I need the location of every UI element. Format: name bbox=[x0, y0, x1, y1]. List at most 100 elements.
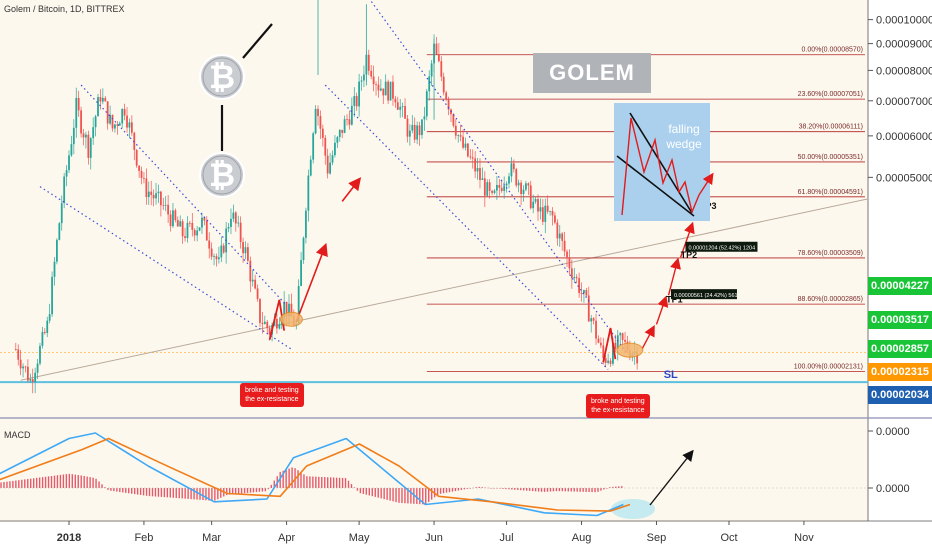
tp1-box-bg bbox=[670, 289, 737, 300]
macd-hist-bar bbox=[460, 488, 463, 490]
macd-tick-label: 0.0000 bbox=[876, 483, 910, 495]
candle-body bbox=[336, 137, 339, 143]
macd-hist-bar bbox=[255, 488, 258, 493]
candle-body bbox=[350, 105, 353, 125]
macd-hist-bar bbox=[377, 488, 379, 498]
macd-hist-bar bbox=[383, 488, 385, 500]
macd-hist-bar bbox=[505, 488, 507, 490]
candle-body bbox=[590, 318, 593, 322]
macd-hist-bar bbox=[386, 488, 388, 500]
macd-hist-bar bbox=[163, 488, 166, 498]
candle-body bbox=[372, 76, 375, 85]
macd-hist-bar bbox=[457, 488, 460, 491]
candle-body bbox=[145, 178, 148, 198]
macd-hist-bar bbox=[279, 471, 281, 488]
candle-body bbox=[176, 220, 179, 227]
macd-hist-bar bbox=[534, 488, 537, 492]
macd-hist-bar bbox=[549, 488, 552, 492]
macd-hist-bar bbox=[570, 488, 572, 492]
x-tick-label: Apr bbox=[278, 532, 295, 544]
x-tick-label: Oct bbox=[720, 532, 737, 544]
candle-body bbox=[51, 276, 53, 315]
macd-hist-bar bbox=[59, 474, 62, 488]
candle-body bbox=[544, 205, 547, 222]
macd-hist-bar bbox=[187, 488, 189, 499]
macd-hist-bar bbox=[517, 488, 519, 490]
macd-hist-bar bbox=[585, 488, 587, 492]
macd-hist-bar bbox=[493, 488, 495, 489]
macd-hist-bar bbox=[439, 488, 442, 494]
candle-body bbox=[382, 88, 385, 96]
candle-body bbox=[198, 227, 201, 231]
macd-hist-bar bbox=[573, 488, 575, 492]
fib-label: 38.20%(0.00006111) bbox=[799, 124, 863, 131]
candle-body bbox=[394, 98, 397, 103]
candle-body bbox=[546, 205, 549, 212]
macd-hist-bar bbox=[285, 469, 287, 488]
macd-hist-bar bbox=[229, 488, 231, 495]
tp2-box-text: 0.00001204 (52.42%) 1204 bbox=[688, 246, 755, 252]
candle-body bbox=[532, 201, 535, 209]
macd-hist-bar bbox=[35, 477, 38, 488]
macd-hist-bar bbox=[469, 488, 471, 489]
tp2-box-bg bbox=[685, 241, 758, 252]
time-axis-panel bbox=[0, 522, 932, 550]
macd-hist-bar bbox=[312, 476, 314, 488]
y-tick-label: 0.00010000 bbox=[876, 15, 932, 27]
candle-body bbox=[343, 119, 346, 133]
bitcoin-icon-top: ₿ bbox=[199, 54, 245, 100]
candle-body bbox=[152, 194, 155, 199]
macd-hist-bar bbox=[609, 487, 611, 488]
bitcoin-glyph: ₿ bbox=[209, 58, 235, 96]
target-arrow-2 bbox=[667, 257, 681, 296]
macd-hist-bar bbox=[407, 488, 409, 504]
macd-hist-bar bbox=[591, 488, 593, 493]
macd-hist-bar bbox=[329, 477, 332, 488]
candle-body bbox=[442, 76, 445, 93]
macd-hist-bar bbox=[157, 488, 160, 497]
candle-body bbox=[217, 257, 220, 260]
macd-tick-label: 0.0000 bbox=[876, 426, 910, 438]
candle-body bbox=[150, 191, 153, 195]
macd-hist-bar bbox=[508, 488, 510, 490]
macd-hist-bar bbox=[478, 486, 480, 488]
candle-body bbox=[462, 136, 464, 148]
candle-body bbox=[496, 184, 498, 191]
candle-body bbox=[251, 279, 254, 282]
macd-hist-bar bbox=[169, 488, 172, 498]
macd-hist-bar bbox=[80, 475, 82, 488]
candle-body bbox=[338, 129, 341, 138]
macd-hist-bar bbox=[576, 488, 578, 492]
macd-hist-bar bbox=[24, 479, 26, 488]
inset-label-line2: wedge bbox=[665, 137, 702, 151]
macd-hist-bar bbox=[552, 488, 555, 492]
macd-hist-bar bbox=[597, 488, 599, 492]
candle-body bbox=[360, 80, 363, 82]
candle-body bbox=[522, 189, 525, 195]
candle-body bbox=[80, 110, 82, 134]
candle-body bbox=[469, 156, 472, 158]
candle-body bbox=[121, 109, 124, 124]
macd-hist-bar bbox=[335, 477, 338, 488]
macd-hist-bar bbox=[214, 488, 216, 501]
macd-hist-bar bbox=[499, 488, 501, 489]
candle-body bbox=[425, 91, 428, 117]
macd-hist-bar bbox=[621, 486, 623, 488]
macd-hist-bar bbox=[27, 479, 29, 488]
x-axis-ticks: 2018 Feb Mar Apr May Jun Jul Aug Sep Oct Nov bbox=[57, 521, 814, 544]
candle-body bbox=[575, 277, 578, 279]
macd-hist-bar bbox=[389, 488, 391, 501]
macd-hist-bar bbox=[419, 488, 421, 505]
candle-body bbox=[297, 285, 300, 324]
macd-hist-bar bbox=[537, 488, 540, 492]
candle-body bbox=[201, 217, 203, 228]
price-axis-panel bbox=[868, 0, 932, 550]
macd-hist-bar bbox=[122, 488, 124, 493]
macd-hist-bar bbox=[139, 488, 142, 495]
macd-hist-bar bbox=[41, 477, 44, 488]
macd-hist-bar bbox=[145, 488, 148, 496]
candle-body bbox=[464, 143, 467, 148]
candle-body bbox=[604, 358, 607, 363]
macd-hist-bar bbox=[273, 480, 275, 488]
